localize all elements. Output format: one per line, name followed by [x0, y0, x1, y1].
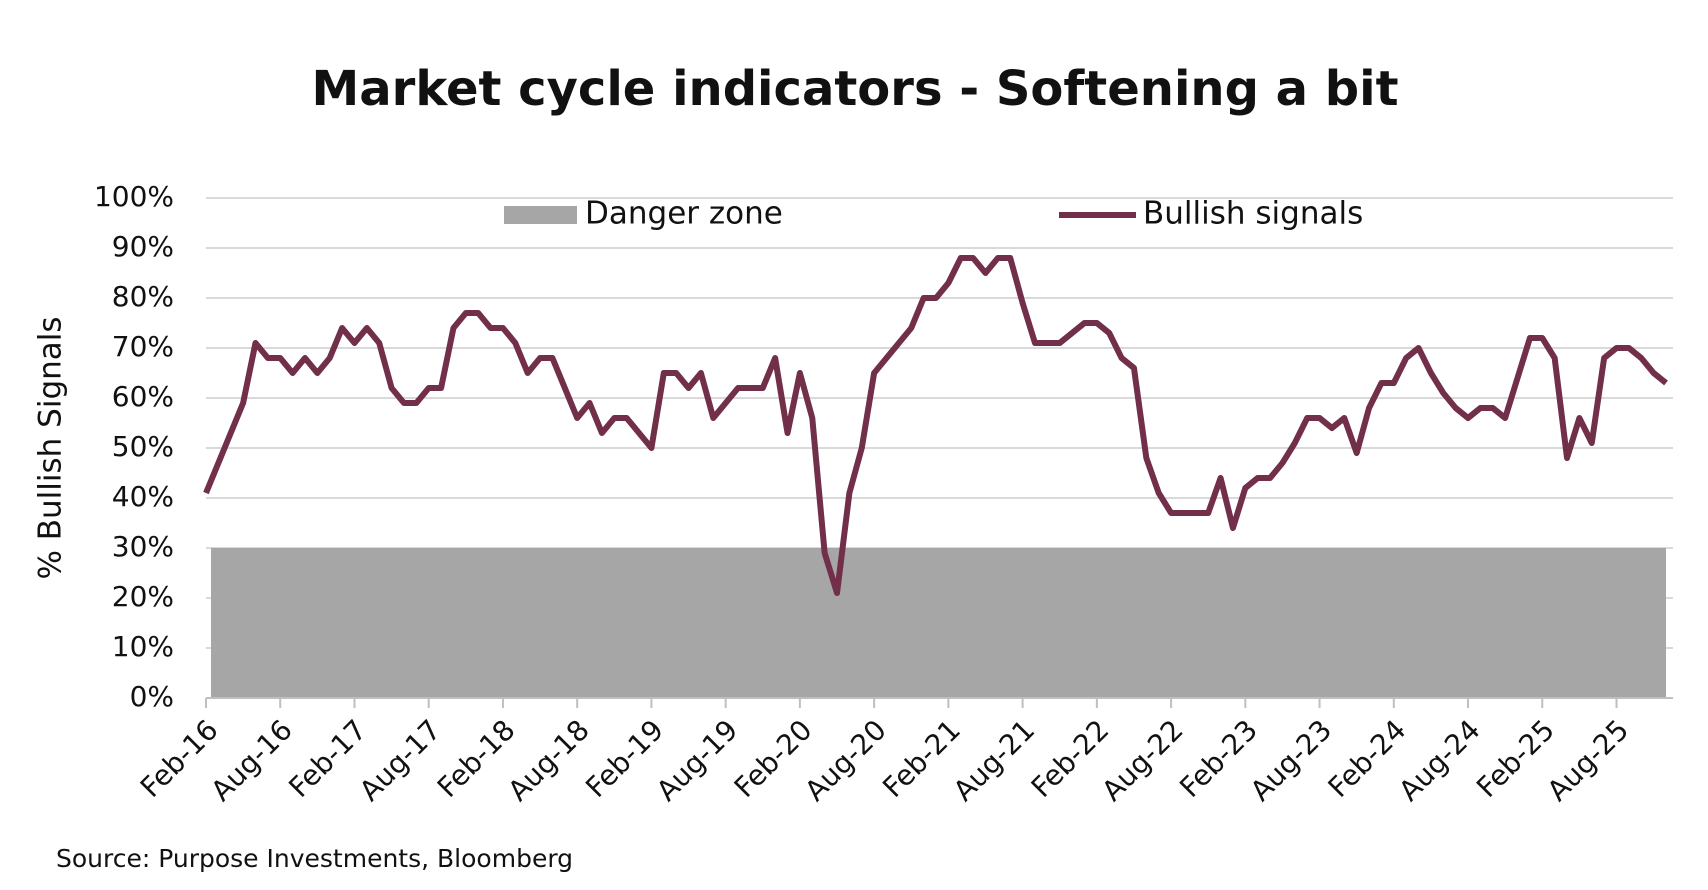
y-tick-label: 90% — [112, 230, 174, 263]
y-tick-label: 100% — [94, 180, 174, 213]
y-tick-label: 40% — [112, 480, 174, 513]
y-tick-label: 30% — [112, 530, 174, 563]
data-line — [203, 255, 1668, 596]
y-axis-label: % Bullish Signals — [33, 316, 69, 579]
x-tick-label: Aug-17 — [353, 713, 447, 807]
y-tick-label: 10% — [112, 630, 174, 663]
x-tick-label: Aug-24 — [1392, 713, 1486, 807]
y-tick-label: 20% — [112, 580, 174, 613]
x-tick-label: Aug-19 — [650, 713, 744, 807]
danger-zone — [211, 548, 1666, 698]
y-tick-label: 60% — [112, 380, 174, 413]
x-tick-label: Aug-18 — [501, 713, 595, 807]
x-tick-label: Aug-20 — [798, 713, 892, 807]
x-tick-label: Aug-16 — [205, 713, 299, 807]
x-tick-label: Aug-25 — [1541, 713, 1635, 807]
x-tick-label: Aug-23 — [1244, 713, 1338, 807]
x-tick-label: Aug-22 — [1095, 713, 1189, 807]
y-tick-label: 70% — [112, 330, 174, 363]
x-tick-label: Aug-21 — [947, 713, 1041, 807]
legend-label: Bullish signals — [1143, 196, 1363, 232]
y-tick-label: 50% — [112, 430, 174, 463]
legend-swatch — [504, 206, 577, 224]
source: Source: Purpose Investments, Bloomberg — [56, 844, 573, 873]
y-tick-label: 80% — [112, 280, 174, 313]
legend-label: Danger zone — [585, 196, 783, 232]
y-tick-label: 0% — [130, 680, 174, 713]
chart-title: Market cycle indicators - Softening a bi… — [311, 61, 1398, 117]
